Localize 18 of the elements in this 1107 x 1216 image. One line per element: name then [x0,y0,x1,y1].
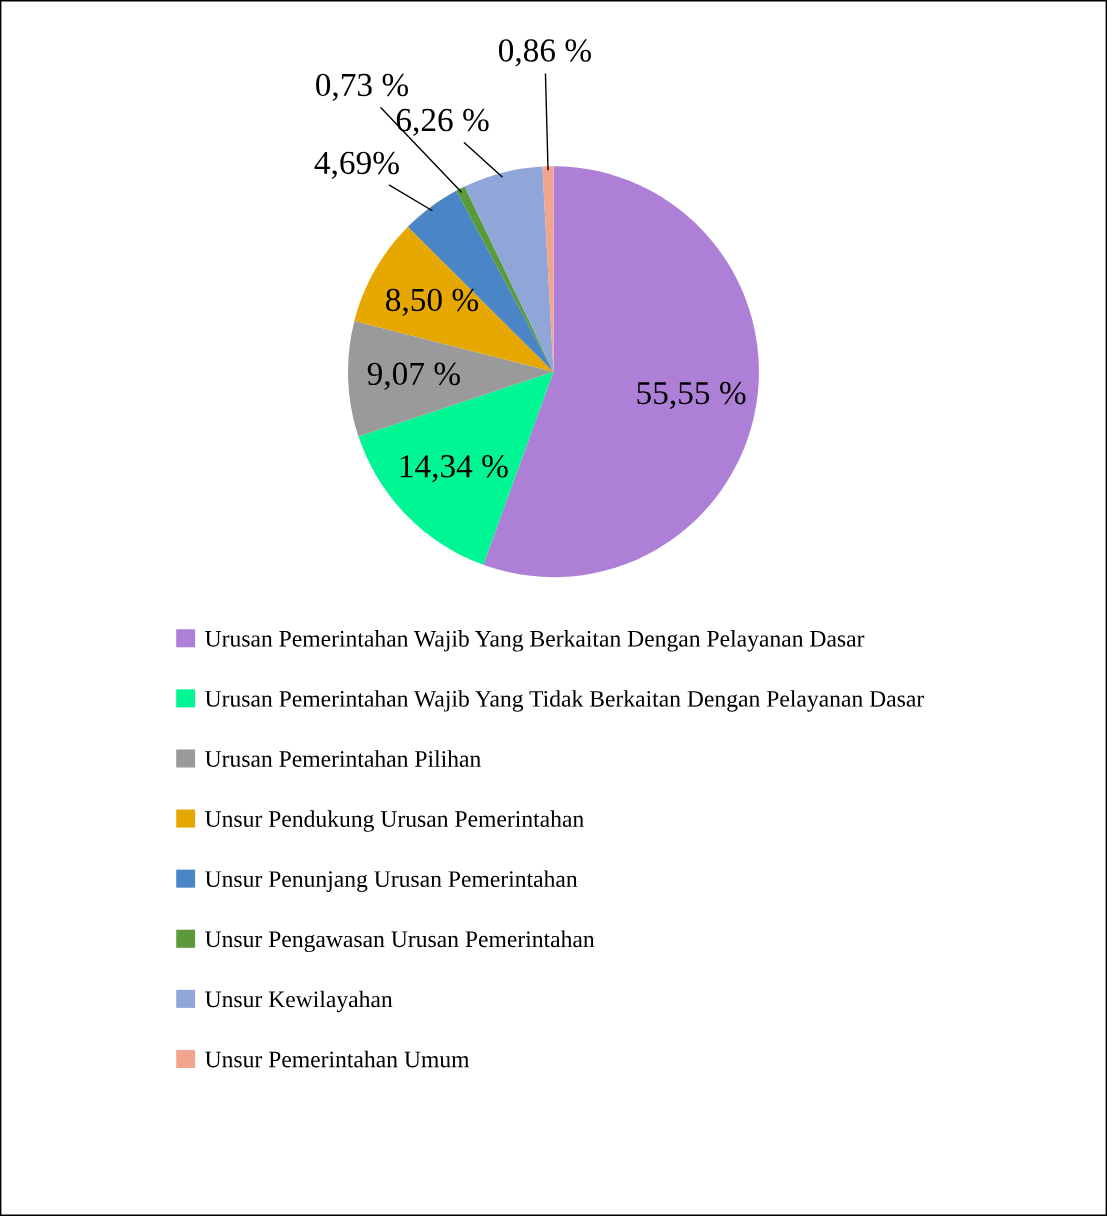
pie-slice [348,321,554,437]
data-label: 9,07 % [367,362,460,390]
legend-label: Urusan Pemerintahan Pilihan [205,750,481,767]
data-label: 14,34 % [400,454,508,483]
data-label: 0,73 % [316,73,409,101]
legend-label: Unsur Pemerintahan Umum [205,1050,470,1068]
legend-label: Unsur Kewilayahan [205,990,393,1013]
legend-label: Urusan Pemerintahan Wajib Yang Tidak Berkaitan Dengan Pelayanan Dasar [205,690,924,712]
legend-label: Urusan Pemerintahan Wajib Yang Berkaitan Dengan Pelayanan Dasar [205,630,865,652]
pie-slice [483,166,759,578]
legend-label: Unsur Pendukung Urusan Pemerintahan [205,810,584,832]
data-label: 4,69% [314,151,399,179]
data-label: 55,55 % [637,381,746,410]
legend-label: Unsur Penunjang Urusan Pemerintahan [205,870,578,892]
legend-label: Unsur Pengawasan Urusan Pemerintahan [205,930,595,953]
data-label: 8,50 % [386,288,479,316]
data-label: 0,86 % [498,39,591,67]
data-label: 6,26 % [396,108,489,137]
